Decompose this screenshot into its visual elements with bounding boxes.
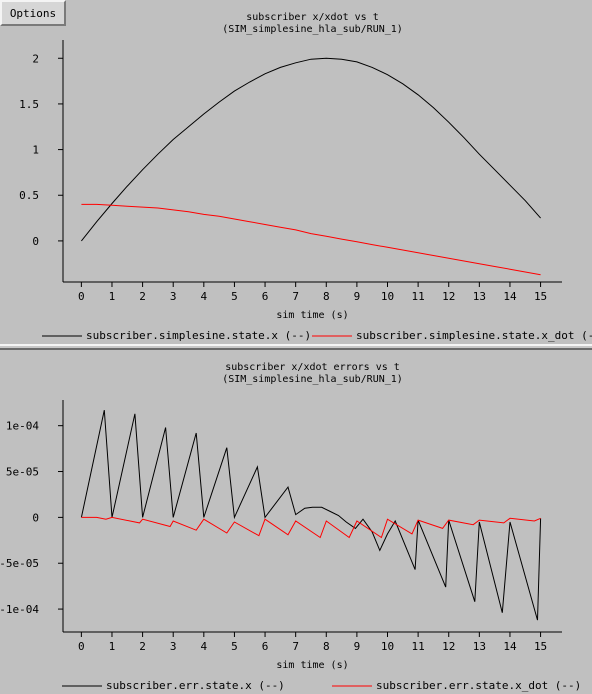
x-tick-label: 14 [503, 640, 517, 653]
y-tick-label: 1e-04 [6, 420, 39, 433]
x-tick-label: 5 [231, 290, 238, 303]
x-tick-label: 11 [411, 290, 424, 303]
x-tick-label: 2 [139, 290, 146, 303]
pane-separator[interactable] [0, 344, 592, 350]
series-line-1 [81, 57, 541, 242]
x-tick-label: 7 [292, 640, 299, 653]
y-tick-label: -1e-04 [0, 603, 39, 616]
x-tick-label: 13 [473, 640, 486, 653]
legend-label-2: subscriber.simplesine.state.x_dot (--) [356, 329, 592, 342]
x-tick-label: 8 [323, 290, 330, 303]
chart-title: subscriber x/xdot errors vs t [225, 362, 400, 373]
x-tick-label: 9 [354, 640, 361, 653]
x-tick-label: 15 [534, 290, 547, 303]
y-tick-label: 2 [32, 52, 39, 65]
x-tick-label: 2 [139, 640, 146, 653]
legend-label-2: subscriber.err.state.x_dot (--) [376, 679, 581, 692]
x-tick-label: 4 [201, 640, 208, 653]
y-tick-label: 0 [32, 511, 39, 524]
legend-label-1: subscriber.err.state.x (--) [106, 679, 285, 692]
x-tick-label: 0 [78, 290, 85, 303]
x-tick-label: 10 [381, 290, 394, 303]
x-tick-label: 0 [78, 640, 85, 653]
x-tick-label: 7 [292, 290, 299, 303]
x-tick-label: 3 [170, 290, 177, 303]
x-tick-label: 1 [109, 290, 116, 303]
chart-subtitle: (SIM_simplesine_hla_sub/RUN_1) [222, 374, 403, 385]
x-tick-label: 5 [231, 640, 238, 653]
chart-title: subscriber x/xdot vs t [246, 12, 378, 23]
series-line-2 [81, 203, 541, 276]
x-tick-label: 12 [442, 290, 455, 303]
bottom-chart: subscriber x/xdot errors vs t(SIM_simple… [0, 362, 581, 692]
x-tick-label: 10 [381, 640, 394, 653]
x-axis-label: sim time (s) [276, 310, 348, 321]
y-tick-label: -5e-05 [0, 557, 39, 570]
x-tick-label: 6 [262, 640, 269, 653]
y-tick-label: 1.5 [19, 98, 39, 111]
x-tick-label: 6 [262, 290, 269, 303]
y-tick-label: 5e-05 [6, 466, 39, 479]
x-tick-label: 15 [534, 640, 547, 653]
x-tick-label: 1 [109, 640, 116, 653]
chart-subtitle: (SIM_simplesine_hla_sub/RUN_1) [222, 24, 403, 35]
x-tick-label: 11 [411, 640, 424, 653]
options-button[interactable]: Options [0, 0, 66, 26]
y-tick-label: 0 [32, 235, 39, 248]
x-tick-label: 12 [442, 640, 455, 653]
x-tick-label: 3 [170, 640, 177, 653]
x-tick-label: 14 [503, 290, 517, 303]
top-chart: subscriber x/xdot vs t(SIM_simplesine_hl… [19, 12, 592, 342]
legend-label-1: subscriber.simplesine.state.x (--) [86, 329, 311, 342]
x-axis-label: sim time (s) [276, 660, 348, 671]
series-line-2 [81, 516, 541, 539]
series-line-1 [80, 409, 542, 621]
y-tick-label: 1 [32, 144, 39, 157]
x-tick-label: 13 [473, 290, 486, 303]
x-tick-label: 9 [354, 290, 361, 303]
x-tick-label: 4 [201, 290, 208, 303]
x-tick-label: 8 [323, 640, 330, 653]
y-tick-label: 0.5 [19, 189, 39, 202]
